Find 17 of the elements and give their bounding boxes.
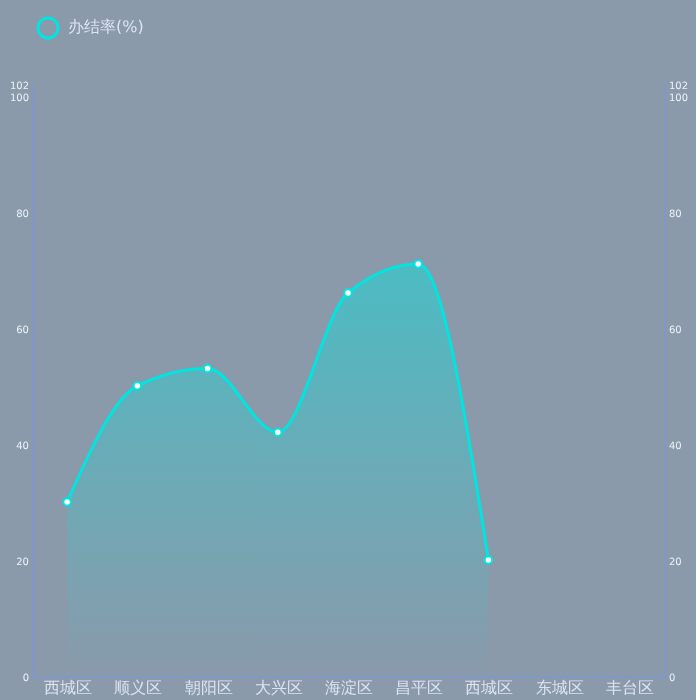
legend-label: 办结率(%) xyxy=(68,18,144,36)
x-tick-label: 昌平区 xyxy=(395,679,444,697)
point xyxy=(413,259,423,269)
x-tick-label: 西城区 xyxy=(465,679,514,697)
point xyxy=(202,363,213,374)
x-tick-label: 东城区 xyxy=(535,679,584,697)
x-tick-label: 丰台区 xyxy=(605,679,654,697)
x-tick-label: 海淀区 xyxy=(325,679,373,697)
x-tick-label: 西城区 xyxy=(44,679,93,697)
point xyxy=(343,288,353,298)
point xyxy=(483,555,494,565)
x-tick-label: 大兴区 xyxy=(254,679,303,697)
point xyxy=(62,497,72,507)
point xyxy=(273,427,283,437)
point xyxy=(132,381,143,391)
x-tick-label: 朝阳区 xyxy=(184,679,233,697)
x-tick-label: 顺义区 xyxy=(114,679,163,697)
